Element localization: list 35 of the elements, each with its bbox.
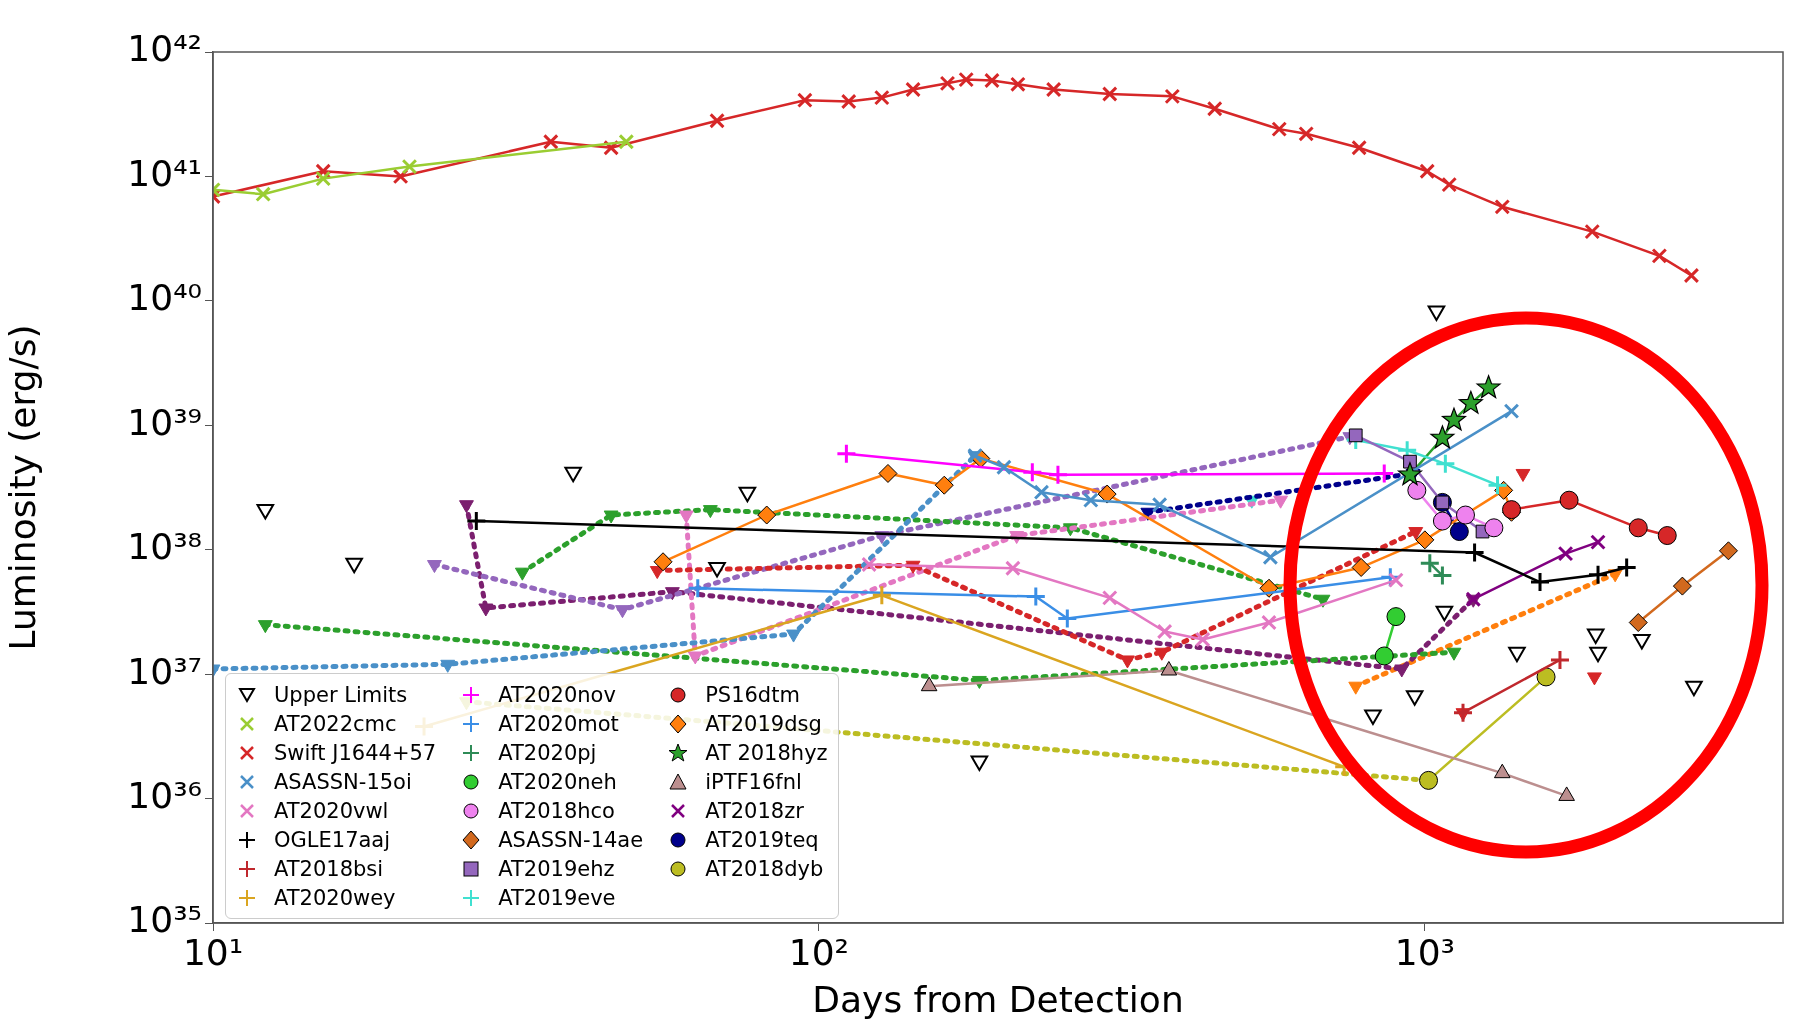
legend-label: AT2020neh: [498, 769, 617, 794]
x-tick-label: 10¹: [182, 931, 244, 973]
legend-label: AT2018dyb: [705, 856, 824, 881]
legend-label: OGLE17aaj: [274, 827, 391, 852]
legend-label: AT2020mot: [498, 711, 619, 736]
legend-label: AT2020vwl: [274, 798, 389, 823]
x-tick-label: 10²: [788, 931, 850, 973]
legend-label: ASASSN-15oi: [274, 769, 412, 794]
legend-label: Upper Limits: [274, 682, 408, 707]
legend-label: AT2020wey: [274, 885, 396, 910]
y-tick-label: 10⁴⁰: [127, 277, 202, 319]
legend-label: iPTF16fnl: [705, 769, 802, 794]
y-tick-label: 10³⁷: [127, 650, 202, 692]
legend-label: AT2019eve: [498, 885, 616, 910]
legend-label: AT2019teq: [705, 827, 819, 852]
legend-label: AT2018hco: [498, 798, 615, 823]
legend-label: AT 2018hyz: [705, 740, 828, 765]
y-tick-label: 10⁴¹: [127, 152, 202, 194]
legend-label: AT2020nov: [498, 682, 616, 707]
y-tick-label: 10³⁶: [127, 774, 202, 816]
x-tick-label: 10³: [1394, 931, 1455, 973]
legend-label: AT2018bsi: [274, 856, 384, 881]
legend-label: AT2020pj: [498, 740, 597, 765]
legend-label: PS16dtm: [705, 682, 800, 707]
legend-label: AT2019dsg: [705, 711, 822, 736]
y-tick-label: 10³⁹: [127, 401, 202, 443]
legend-label: ASASSN-14ae: [498, 827, 644, 852]
y-tick-label: 10⁴²: [127, 28, 202, 70]
legend-label: Swift J1644+57: [274, 740, 437, 765]
legend-label: AT2019ehz: [498, 856, 615, 881]
legend-label: AT2018zr: [705, 798, 804, 823]
y-axis-title: Luminosity (erg/s): [1, 324, 43, 651]
legend-label: AT2022cmc: [274, 711, 397, 736]
x-axis-title: Days from Detection: [812, 978, 1184, 1020]
y-tick-label: 10³⁸: [127, 526, 202, 568]
